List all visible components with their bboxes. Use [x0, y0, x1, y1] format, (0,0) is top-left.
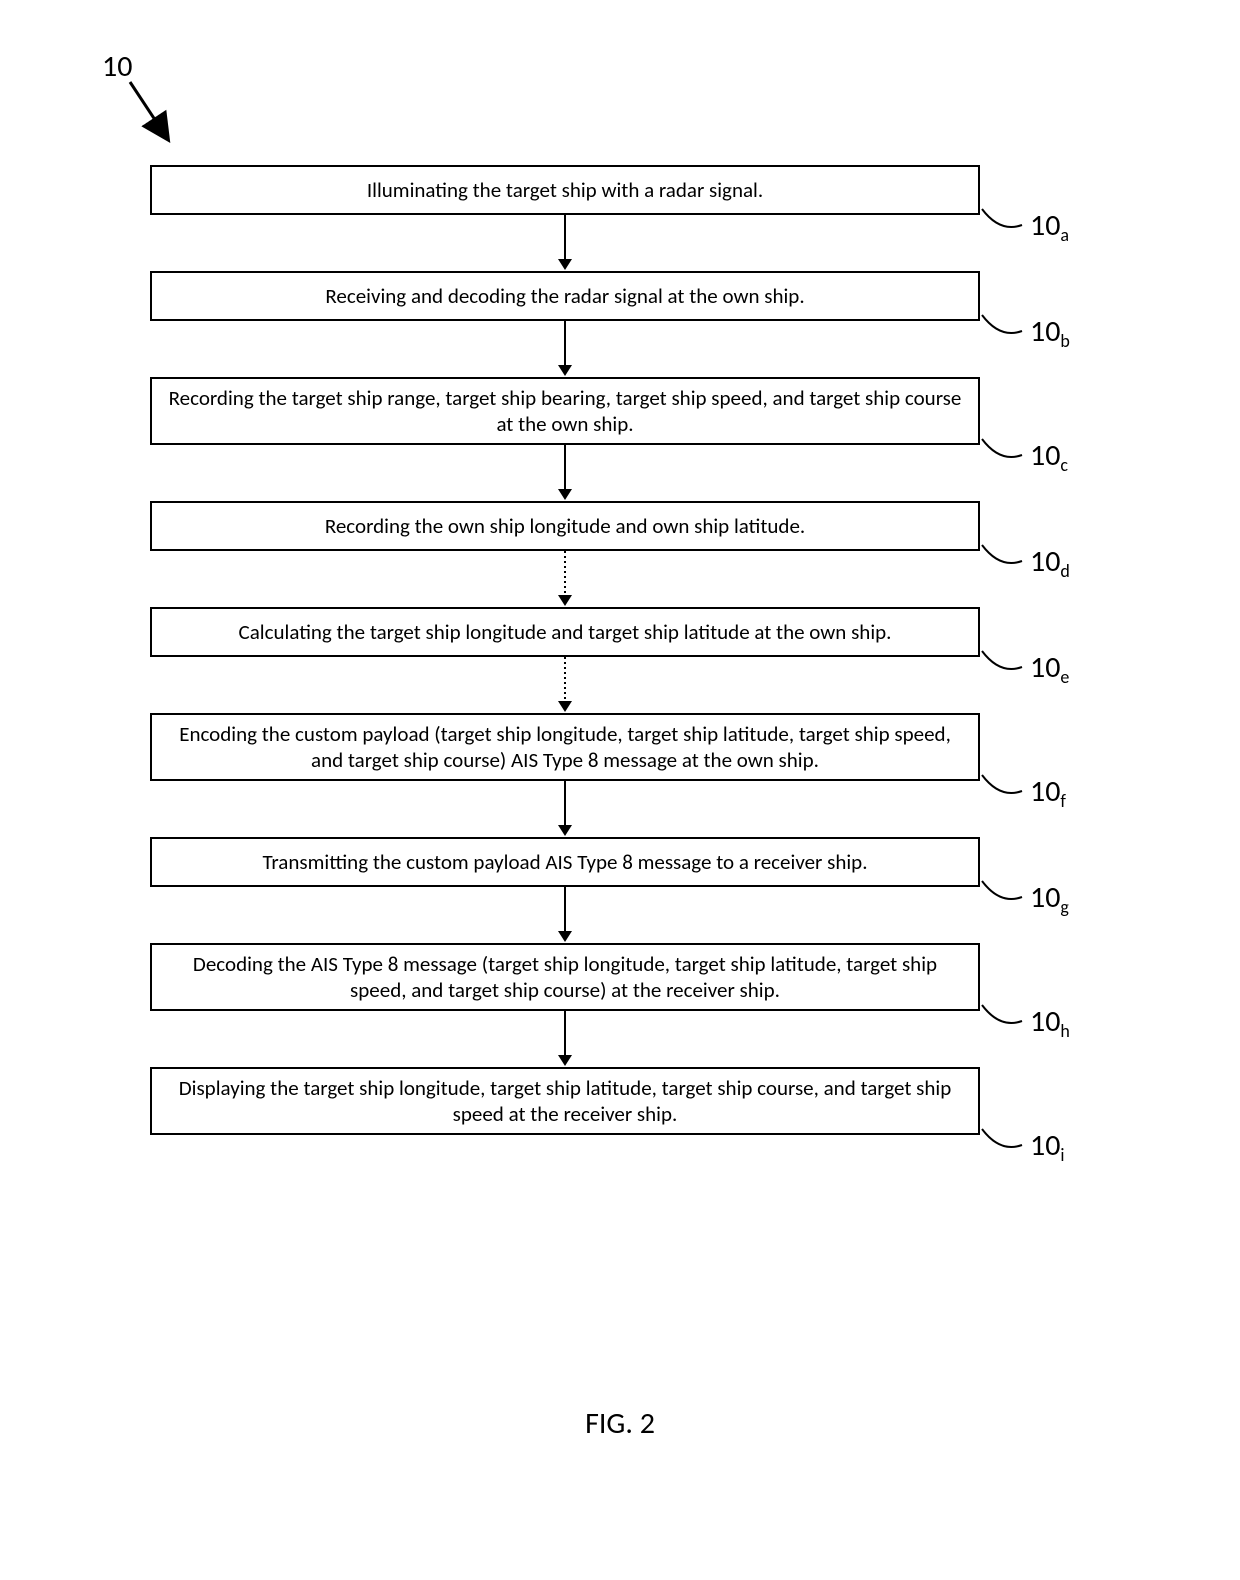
flow-arrow — [150, 1011, 980, 1067]
flow-step-text: Calculating the target ship longitude an… — [239, 619, 892, 645]
ref-base: 10 — [1030, 649, 1060, 686]
ref-sub: i — [1060, 1144, 1064, 1166]
flow-step-c: Recording the target ship range, target … — [150, 377, 980, 445]
ref-sub: f — [1060, 790, 1066, 812]
flow-arrow — [150, 321, 980, 377]
flow-step-ref-e: 10e — [1030, 649, 1069, 687]
flow-step-text: Displaying the target ship longitude, ta… — [164, 1075, 966, 1128]
ref-base: 10 — [1030, 543, 1060, 580]
page: 10 Illuminating the target ship with a r… — [0, 0, 1240, 1580]
flow-step-g: Transmitting the custom payload AIS Type… — [150, 837, 980, 887]
ref-base: 10 — [1030, 1127, 1060, 1164]
flow-step-ref-c: 10c — [1030, 437, 1068, 475]
flow-arrow — [150, 887, 980, 943]
ref-base: 10 — [1030, 207, 1060, 244]
flow-arrow — [150, 781, 980, 837]
ref-sub: h — [1060, 1020, 1069, 1042]
ref-sub: e — [1060, 666, 1069, 688]
flow-step-h: Decoding the AIS Type 8 message (target … — [150, 943, 980, 1011]
flow-arrow — [150, 551, 980, 607]
flow-step-text: Encoding the custom payload (target ship… — [164, 721, 966, 774]
flow-step-ref-b: 10b — [1030, 313, 1070, 351]
ref-base: 10 — [1030, 1003, 1060, 1040]
ref-sub: a — [1060, 224, 1069, 246]
flow-step-e: Calculating the target ship longitude an… — [150, 607, 980, 657]
flow-step-text: Recording the own ship longitude and own… — [325, 513, 805, 539]
flow-step-d: Recording the own ship longitude and own… — [150, 501, 980, 551]
flow-step-f: Encoding the custom payload (target ship… — [150, 713, 980, 781]
ref-sub: d — [1060, 560, 1069, 582]
flow-arrow — [150, 215, 980, 271]
flow-step-b: Receiving and decoding the radar signal … — [150, 271, 980, 321]
ref-base: 10 — [1030, 437, 1060, 474]
flow-step-text: Receiving and decoding the radar signal … — [325, 283, 804, 309]
ref-base: 10 — [1030, 313, 1060, 350]
flow-arrow — [150, 657, 980, 713]
flow-step-ref-i: 10i — [1030, 1127, 1065, 1165]
ref-base: 10 — [1030, 879, 1060, 916]
flow-step-ref-g: 10g — [1030, 879, 1069, 917]
ref-sub: c — [1060, 454, 1068, 476]
flow-step-ref-h: 10h — [1030, 1003, 1070, 1041]
flow-step-ref-d: 10d — [1030, 543, 1070, 581]
flow-step-ref-f: 10f — [1030, 773, 1066, 811]
flow-step-text: Recording the target ship range, target … — [164, 385, 966, 438]
flow-step-text: Decoding the AIS Type 8 message (target … — [164, 951, 966, 1004]
flow-step-ref-a: 10a — [1030, 207, 1069, 245]
flow-step-text: Illuminating the target ship with a rada… — [367, 177, 763, 203]
flow-step-text: Transmitting the custom payload AIS Type… — [262, 849, 867, 875]
flow-step-a: Illuminating the target ship with a rada… — [150, 165, 980, 215]
flow-step-i: Displaying the target ship longitude, ta… — [150, 1067, 980, 1135]
ref-sub: g — [1060, 896, 1068, 918]
flow-arrow — [150, 445, 980, 501]
ref-sub: b — [1060, 330, 1069, 352]
ref-base: 10 — [1030, 773, 1060, 810]
figure-caption: FIG. 2 — [0, 1405, 1240, 1442]
flowchart: Illuminating the target ship with a rada… — [150, 165, 980, 1135]
